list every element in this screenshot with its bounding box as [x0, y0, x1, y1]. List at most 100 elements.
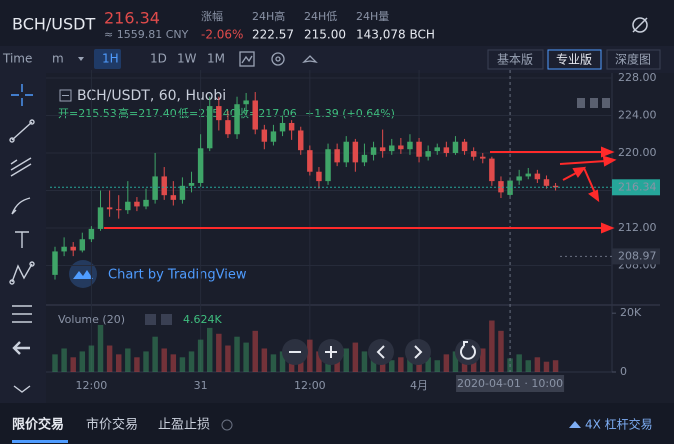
drawing-tools	[0, 73, 46, 403]
margin-link[interactable]: 4X 杠杆交易	[585, 417, 653, 432]
view-button-active[interactable]	[547, 49, 602, 70]
interval[interactable]: 1H	[102, 52, 119, 66]
candle-body	[143, 199, 149, 207]
trade-tab[interactable]: 市价交易	[86, 417, 138, 433]
candle-body	[170, 195, 177, 200]
volume-bar	[270, 354, 277, 372]
candle-body	[61, 246, 67, 252]
volume-bar	[461, 357, 468, 372]
volume-close[interactable]	[161, 314, 172, 325]
candle-body	[489, 158, 495, 182]
candle-body	[434, 147, 440, 152]
volume-bar	[434, 360, 440, 372]
nav-buttons[interactable]	[282, 339, 481, 365]
stat-label: 24H低	[304, 10, 337, 23]
volume-bar	[498, 330, 504, 372]
candle-body	[261, 129, 268, 142]
candle-body	[52, 251, 58, 275]
interval[interactable]: 1W	[177, 52, 197, 66]
volume-bar	[170, 354, 177, 372]
interval[interactable]: m	[52, 52, 64, 66]
candle-body	[461, 141, 468, 152]
candle-body	[252, 100, 258, 130]
volume-bar	[225, 345, 231, 372]
y-tick-label: 220.00	[618, 146, 657, 159]
volume-bar	[398, 357, 404, 372]
volume-bar	[70, 357, 76, 372]
view-label[interactable]: 专业版	[556, 52, 592, 67]
ohlc-close: 收=217.06	[238, 106, 297, 120]
interval[interactable]: 1M	[207, 52, 225, 66]
volume-bar	[106, 345, 113, 372]
volume-bar	[516, 354, 522, 372]
candle-body	[370, 147, 377, 155]
trade-tab[interactable]: 止盈止损	[158, 418, 210, 433]
volume-bar	[543, 361, 550, 372]
candle-body	[270, 131, 277, 142]
candle-body	[106, 207, 113, 210]
volume-bar	[134, 357, 140, 372]
volume-bar	[425, 357, 431, 372]
candle-body	[88, 228, 95, 240]
candle-body	[134, 201, 140, 207]
crosshair-label: 2020-04-01 · 10:00	[457, 377, 563, 390]
trade-tab-active[interactable]: 限价交易	[12, 417, 64, 433]
candle-body	[552, 185, 559, 188]
last-price-label: 216.34	[618, 180, 657, 193]
view-button[interactable]	[606, 49, 661, 70]
header-bar	[0, 0, 674, 46]
candle-body	[307, 150, 313, 172]
volume-bar	[216, 333, 222, 372]
candle-body	[498, 181, 504, 193]
x-tick-label: 12:00	[76, 379, 108, 392]
candle-body	[516, 176, 522, 181]
volume-bar	[252, 330, 258, 372]
candle-body	[152, 176, 158, 200]
candle-body	[179, 185, 186, 200]
candle-body	[334, 149, 340, 163]
view-button[interactable]	[487, 49, 544, 70]
view-label[interactable]: 基本版	[497, 53, 533, 67]
volume-bar	[88, 345, 95, 372]
crosshair-tag	[456, 375, 565, 392]
candle-body	[416, 141, 422, 157]
info-icon[interactable]	[221, 419, 233, 431]
tool-icons[interactable]	[9, 84, 35, 393]
candle-body	[325, 149, 331, 182]
candle-body	[389, 145, 395, 152]
toolbar-icons[interactable]	[239, 51, 318, 67]
candle-body	[243, 100, 249, 105]
candle-body	[298, 130, 304, 151]
pane-controls[interactable]	[577, 98, 610, 108]
volume-bar	[179, 357, 186, 372]
volume-settings[interactable]	[145, 314, 156, 325]
volume-bar	[206, 327, 213, 372]
candle-body	[534, 173, 541, 180]
cny-price: ≈ 1559.81 CNY	[104, 28, 189, 41]
candle-body	[115, 209, 122, 211]
candle-body	[97, 207, 104, 229]
volume-bar	[61, 348, 67, 372]
volume-bar	[307, 339, 313, 372]
view-label[interactable]: 深度图	[615, 52, 651, 67]
volume-bar	[389, 360, 395, 372]
volume-bar	[188, 351, 195, 372]
stat-label: 涨幅	[201, 10, 223, 23]
volume-bar	[370, 357, 377, 372]
collapse-legend[interactable]	[59, 89, 72, 102]
footer-bar	[0, 403, 674, 444]
interval[interactable]: 1D	[150, 52, 167, 66]
settings-icon[interactable]	[632, 17, 648, 33]
interval[interactable]: Time	[2, 52, 32, 66]
stat-value: -2.06%	[201, 28, 243, 42]
candle-body	[197, 148, 204, 183]
candle-body	[288, 122, 295, 131]
candle-body	[543, 179, 550, 186]
x-tick-label: 31	[194, 379, 208, 392]
candle-body	[206, 106, 213, 149]
y-tick-label: 212.00	[618, 221, 657, 234]
tv-logo-mark	[73, 270, 93, 279]
candle-body	[79, 239, 86, 251]
volume-bar	[52, 354, 58, 372]
